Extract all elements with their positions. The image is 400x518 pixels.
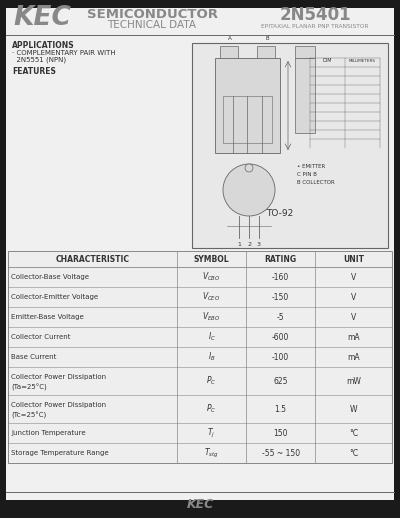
Text: -160: -160: [272, 272, 289, 281]
Text: SYMBOL: SYMBOL: [194, 254, 229, 264]
Text: (Tc=25°C): (Tc=25°C): [11, 411, 46, 419]
Bar: [295, 58, 315, 133]
Text: 150: 150: [273, 428, 288, 438]
Text: $I_B$: $I_B$: [208, 351, 215, 363]
Text: -100: -100: [272, 353, 289, 362]
Bar: [257, 46, 275, 58]
Text: V: V: [351, 312, 356, 322]
Text: Collector Current: Collector Current: [11, 334, 70, 340]
Circle shape: [223, 164, 275, 216]
Text: V: V: [351, 293, 356, 301]
Text: Collector Power Dissipation: Collector Power Dissipation: [11, 402, 106, 408]
Text: $T_{stg}$: $T_{stg}$: [204, 447, 219, 459]
Bar: [295, 46, 315, 58]
Text: $I_C$: $I_C$: [208, 331, 216, 343]
Text: $T_j$: $T_j$: [208, 426, 216, 440]
Text: RATING: RATING: [264, 254, 297, 264]
Text: TECHNICAL DATA: TECHNICAL DATA: [108, 20, 196, 30]
Bar: [8, 251, 392, 463]
Text: -600: -600: [272, 333, 289, 341]
Text: °C: °C: [349, 428, 358, 438]
Text: C PIN B: C PIN B: [297, 172, 317, 177]
Text: mA: mA: [347, 353, 360, 362]
Text: Collector-Emitter Voltage: Collector-Emitter Voltage: [11, 294, 98, 300]
Text: °C: °C: [349, 449, 358, 457]
Text: KEC: KEC: [186, 498, 214, 511]
Bar: [192, 43, 388, 248]
Text: Storage Temperature Range: Storage Temperature Range: [11, 450, 109, 456]
Text: CHARACTERISTIC: CHARACTERISTIC: [56, 254, 130, 264]
Text: 2: 2: [247, 242, 251, 247]
Text: KEC: KEC: [13, 5, 71, 31]
Text: A: A: [228, 36, 232, 41]
Text: 2N5401: 2N5401: [279, 6, 351, 24]
Text: (Ta=25°C): (Ta=25°C): [11, 383, 47, 391]
Text: FEATURES: FEATURES: [12, 67, 56, 77]
Text: 1: 1: [237, 242, 241, 247]
Text: mW: mW: [346, 377, 361, 385]
Text: -5: -5: [277, 312, 284, 322]
Bar: [220, 46, 238, 58]
Text: -150: -150: [272, 293, 289, 301]
Text: mA: mA: [347, 333, 360, 341]
Text: SEMICONDUCTOR: SEMICONDUCTOR: [86, 8, 218, 22]
Text: 3: 3: [257, 242, 261, 247]
Text: 1.5: 1.5: [275, 405, 287, 413]
Text: $P_C$: $P_C$: [206, 375, 217, 387]
Text: APPLICATIONS: APPLICATIONS: [12, 40, 75, 50]
Text: $P_C$: $P_C$: [206, 403, 217, 415]
Text: • EMITTER: • EMITTER: [297, 164, 325, 169]
Text: Emitter-Base Voltage: Emitter-Base Voltage: [11, 314, 84, 320]
Circle shape: [245, 164, 253, 172]
Text: · COMPLEMENTARY PAIR WITH: · COMPLEMENTARY PAIR WITH: [12, 50, 116, 56]
Text: 2N5551 (NPN): 2N5551 (NPN): [12, 57, 66, 63]
Text: $V_{CBO}$: $V_{CBO}$: [202, 271, 221, 283]
Text: V: V: [351, 272, 356, 281]
Text: $V_{CEO}$: $V_{CEO}$: [202, 291, 221, 303]
Bar: [215, 58, 280, 153]
Text: TO-92: TO-92: [266, 209, 294, 218]
Text: EPITAXIAL PLANAR PNP TRANSISTOR: EPITAXIAL PLANAR PNP TRANSISTOR: [261, 23, 369, 28]
Text: B COLLECTOR: B COLLECTOR: [297, 180, 335, 185]
Text: 625: 625: [273, 377, 288, 385]
Bar: [223, 95, 272, 143]
Text: UNIT: UNIT: [343, 254, 364, 264]
Text: $V_{EBO}$: $V_{EBO}$: [202, 311, 221, 323]
Text: -55 ~ 150: -55 ~ 150: [262, 449, 300, 457]
Text: DIM: DIM: [322, 58, 332, 63]
Text: Collector-Base Voltage: Collector-Base Voltage: [11, 274, 89, 280]
Text: Base Current: Base Current: [11, 354, 56, 360]
Text: B: B: [265, 36, 269, 41]
Text: Junction Temperature: Junction Temperature: [11, 430, 86, 436]
Text: Collector Power Dissipation: Collector Power Dissipation: [11, 374, 106, 380]
Text: W: W: [350, 405, 357, 413]
Text: MILLIMETERS: MILLIMETERS: [348, 59, 376, 63]
